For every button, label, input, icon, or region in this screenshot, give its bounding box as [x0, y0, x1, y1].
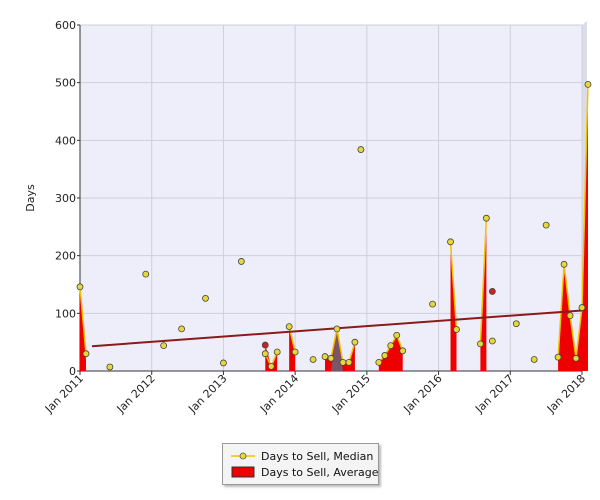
median-point: [178, 325, 185, 333]
median-point: [291, 348, 299, 356]
y-tick-label: 200: [55, 250, 76, 263]
chart: 0 100 200 300 400 500 600 Jan 2011 Jan 2012 Jan 2…: [24, 19, 592, 416]
median-point: [267, 362, 275, 370]
median-point: [261, 350, 269, 358]
x-tick-label: Jan 2014: [257, 372, 301, 416]
median-point: [530, 356, 538, 363]
median-point: [584, 80, 592, 88]
legend-swatch-average: [231, 466, 255, 478]
median-point: [554, 353, 562, 361]
median-point: [399, 347, 407, 355]
median-point: [572, 354, 580, 362]
median-point: [160, 342, 168, 350]
median-point: [482, 214, 490, 222]
median-point: [566, 312, 574, 320]
median-point: [387, 342, 395, 350]
legend-item-median: Days to Sell, Median: [231, 449, 373, 463]
y-tick-label: 600: [55, 19, 76, 32]
legend-swatch-median: [231, 450, 255, 462]
legend-item-average: Days to Sell, Average: [231, 465, 379, 479]
median-line: [79, 286, 87, 354]
median-line: [557, 84, 589, 359]
median-point: [429, 300, 436, 308]
median-point: [381, 352, 389, 359]
median-point: [351, 338, 359, 346]
legend-label-average: Days to Sell, Average: [261, 465, 379, 479]
median-point: [560, 260, 568, 268]
median-point: [82, 350, 90, 358]
y-tick-label: 500: [55, 77, 76, 90]
x-tick-label: Jan 2015: [329, 372, 373, 416]
median-point: [578, 304, 586, 311]
median-point: [488, 337, 496, 345]
median-line: [479, 218, 488, 344]
average-area: [289, 326, 296, 371]
median-point: [220, 359, 227, 367]
median-point: [76, 283, 84, 291]
median-point: [333, 325, 341, 333]
median-point: [477, 340, 484, 348]
average-peak-shade: [331, 328, 343, 371]
median-point: [345, 358, 353, 366]
median-point: [309, 356, 317, 363]
y-axis-label: Days: [24, 184, 37, 212]
y-tick-label: 300: [55, 192, 76, 205]
median-point: [357, 146, 365, 153]
median-point: [237, 258, 245, 265]
x-tick-label: Jan 2012: [114, 372, 158, 416]
average-point: [261, 341, 269, 349]
median-point: [453, 326, 460, 333]
average-area: [558, 84, 588, 371]
y-tick-label: 100: [55, 307, 76, 320]
y-tick-label: 0: [69, 365, 76, 378]
median-line: [449, 241, 458, 330]
median-point: [447, 238, 454, 246]
average-area: [378, 335, 403, 371]
chart-legend: Days to Sell, Median Days to Sell, Avera…: [222, 443, 379, 485]
x-tick-label: Jan 2016: [401, 372, 445, 416]
x-tick-label: Jan 2011: [42, 372, 86, 416]
average-area: [265, 345, 278, 371]
x-tick-label: Jan 2017: [472, 372, 516, 416]
median-point: [542, 221, 550, 229]
median-point: [273, 348, 281, 356]
median-point: [202, 294, 209, 302]
x-tick-label: Jan 2018: [544, 372, 588, 416]
average-point: [488, 288, 496, 295]
legend-label-median: Days to Sell, Median: [261, 449, 374, 463]
x-tick-label: Jan 2013: [185, 372, 229, 416]
median-point: [321, 353, 329, 360]
median-point: [106, 363, 114, 371]
median-point: [327, 354, 335, 362]
y-tick-label: 400: [55, 134, 76, 147]
median-point: [393, 331, 401, 339]
median-point: [375, 358, 383, 366]
median-point: [512, 320, 520, 328]
median-point: [142, 270, 150, 278]
median-point: [285, 323, 293, 330]
median-point: [339, 358, 347, 366]
